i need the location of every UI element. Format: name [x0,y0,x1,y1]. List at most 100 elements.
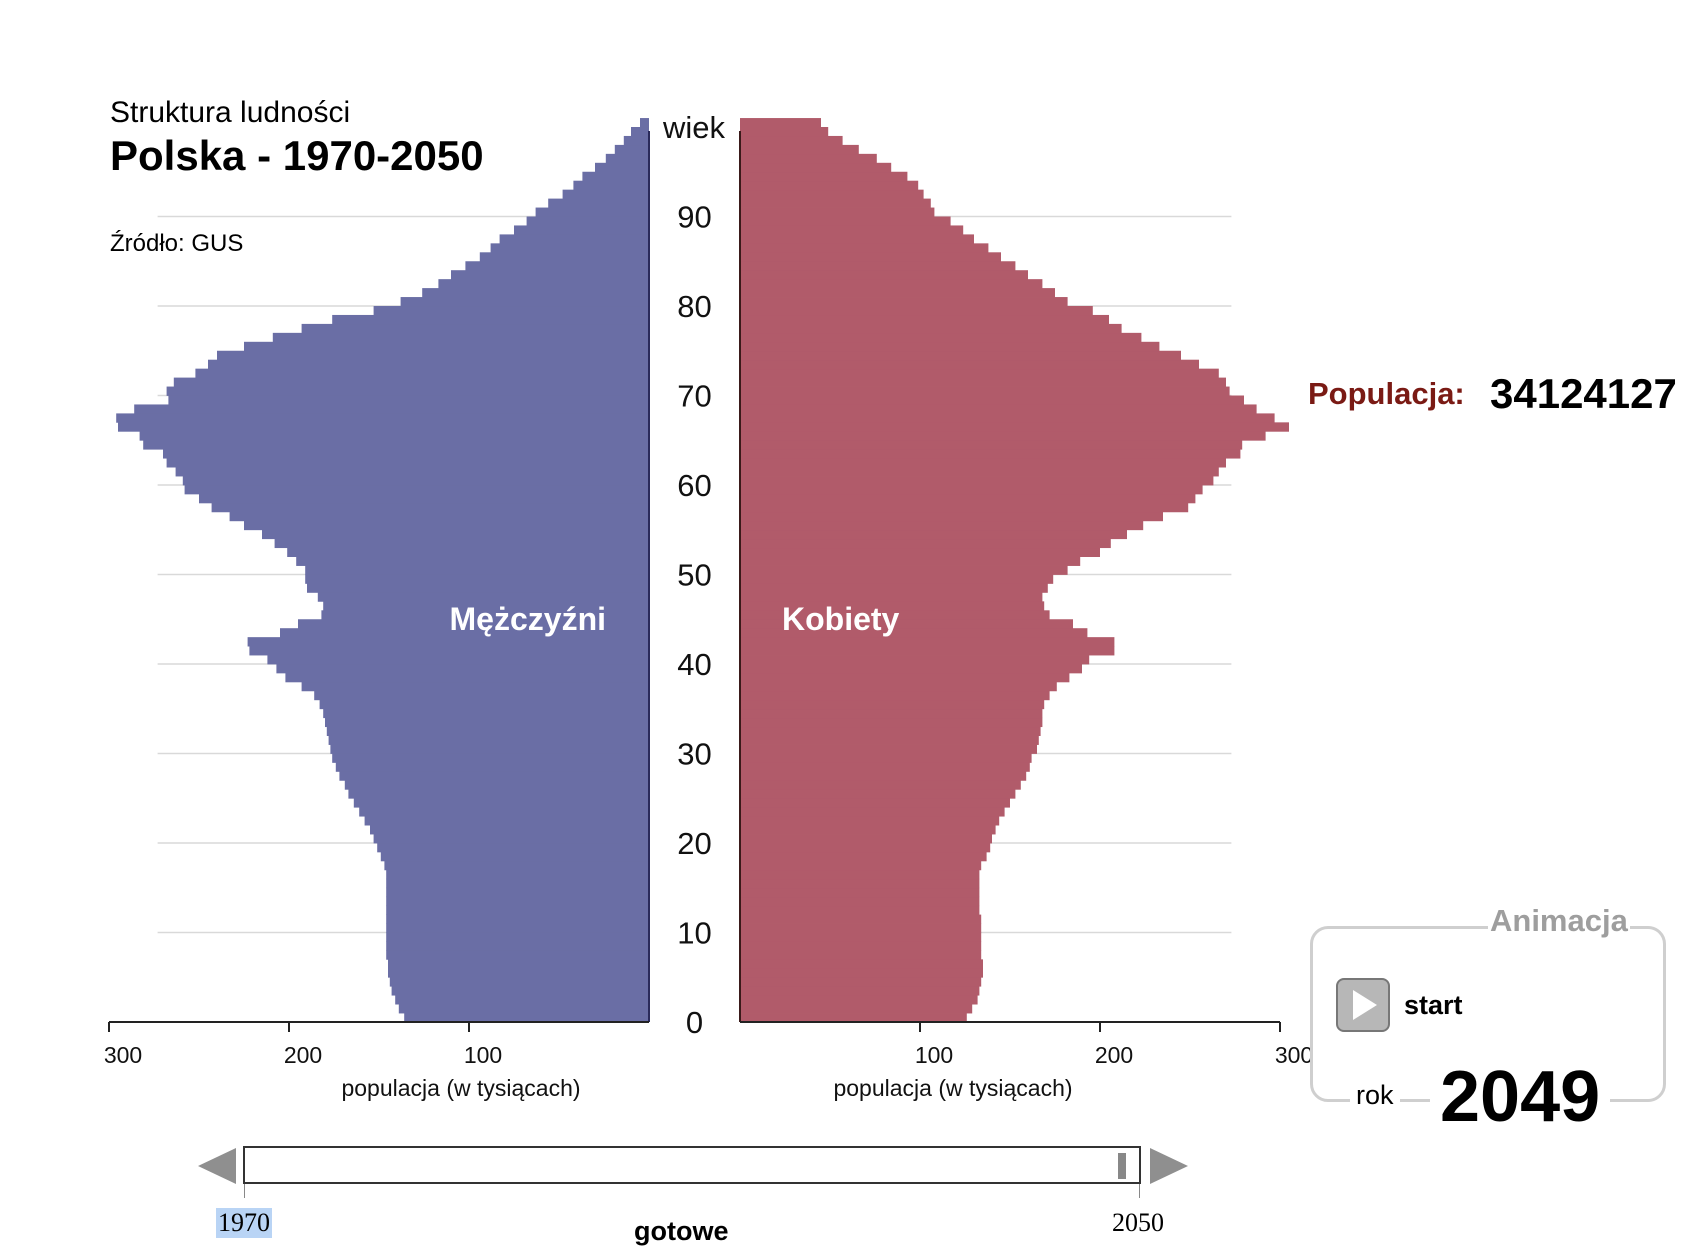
bar-male [479,252,649,262]
bar-male [332,314,649,325]
bar-male [514,225,649,235]
bar-female [740,986,980,996]
bar-male [332,753,649,763]
bar-male [229,511,649,522]
age-tick-label: 30 [677,737,711,772]
bar-female [740,574,1054,584]
bar-female [740,216,951,226]
bar-female [740,431,1266,441]
chart-title: Polska - 1970-2050 [110,132,484,179]
bar-male [296,556,649,566]
bar-female [740,565,1068,575]
age-tick-label: 10 [677,916,711,951]
bar-male [330,744,649,754]
bar-female [740,467,1219,477]
age-tick-labels: 0 10 20 30 40 50 60 70 80 90 [677,200,711,1041]
bar-male [573,180,649,191]
bar-male [373,834,649,844]
bar-female [740,825,996,835]
bar-male [490,243,649,253]
bar-female [740,601,1045,611]
bar-male [249,646,649,656]
bar-male [526,216,649,226]
bar-female [740,592,1043,602]
slider-max-tick [1139,1184,1140,1198]
bar-male [422,288,649,298]
bar-female [740,314,1109,325]
bar-male [386,878,649,889]
bar-male [398,1004,649,1014]
year-slider-track[interactable] [243,1146,1141,1184]
bar-female [740,458,1226,468]
bar-male [323,708,649,719]
bar-male [199,493,649,504]
bar-female [740,225,964,235]
bar-male [386,887,649,898]
bar-male [175,467,649,477]
x-axis-title-right: populacja (w tysiącach) [833,1075,1072,1101]
bar-male [166,458,649,468]
bar-female [740,708,1043,719]
bar-male [386,941,649,951]
grid-left [157,215,649,934]
bar-male [631,127,649,137]
bar-male [116,413,649,423]
bar-male [305,565,649,575]
bar-female [740,977,982,987]
bar-female [740,270,1028,280]
bar-female [740,583,1048,593]
bar-male [325,717,649,728]
bar-female [740,368,1219,378]
grid-right [740,215,1232,934]
bar-male [386,914,649,924]
bar-male [276,664,649,674]
bar-male [353,798,649,808]
age-tick-label: 0 [686,1005,703,1040]
x-tick-label-right: 200 [1095,1042,1133,1068]
bar-male [386,896,649,907]
bar-female [740,135,843,146]
play-button[interactable] [1336,978,1390,1032]
bar-male [280,628,649,638]
bar-female [740,672,1070,683]
bar-female [740,637,1115,647]
bar-female [740,180,919,191]
bar-male [166,386,649,396]
bar-female [740,511,1163,522]
bar-male [298,619,649,629]
slider-max-label: 2050 [1112,1208,1164,1237]
bar-male [438,279,649,289]
bar-female [740,690,1050,701]
bar-male [287,547,649,557]
bar-male [182,476,650,486]
bar-female [740,171,908,182]
bar-female [740,655,1090,665]
bar-female [740,485,1203,495]
population-value: 34124127 [1490,370,1677,417]
bar-female [740,332,1142,343]
x-tick-label-right: 300 [1275,1042,1313,1068]
age-tick-label: 50 [677,558,711,593]
slider-next-arrow-icon[interactable] [1150,1148,1188,1184]
year-slider-handle[interactable] [1117,1153,1126,1179]
bar-male [272,332,649,343]
bar-male [451,270,649,280]
bar-female [740,735,1039,745]
bar-male [386,869,649,880]
bar-male [359,807,649,817]
bar-male [370,825,649,835]
start-label[interactable]: start [1404,990,1463,1020]
x-tick-labels-right: 100 200 300 [915,1042,1313,1068]
bar-male [305,574,649,584]
bar-female [740,717,1043,728]
bar-male [377,843,649,853]
bar-female [740,476,1214,486]
slider-prev-arrow-icon[interactable] [198,1148,236,1184]
year-value: 2049 [1430,1056,1611,1138]
bar-male [323,601,649,611]
bar-female [740,288,1055,298]
bar-male [301,323,649,334]
bar-male [386,932,649,942]
bar-male [267,655,649,665]
bar-male [301,681,649,692]
